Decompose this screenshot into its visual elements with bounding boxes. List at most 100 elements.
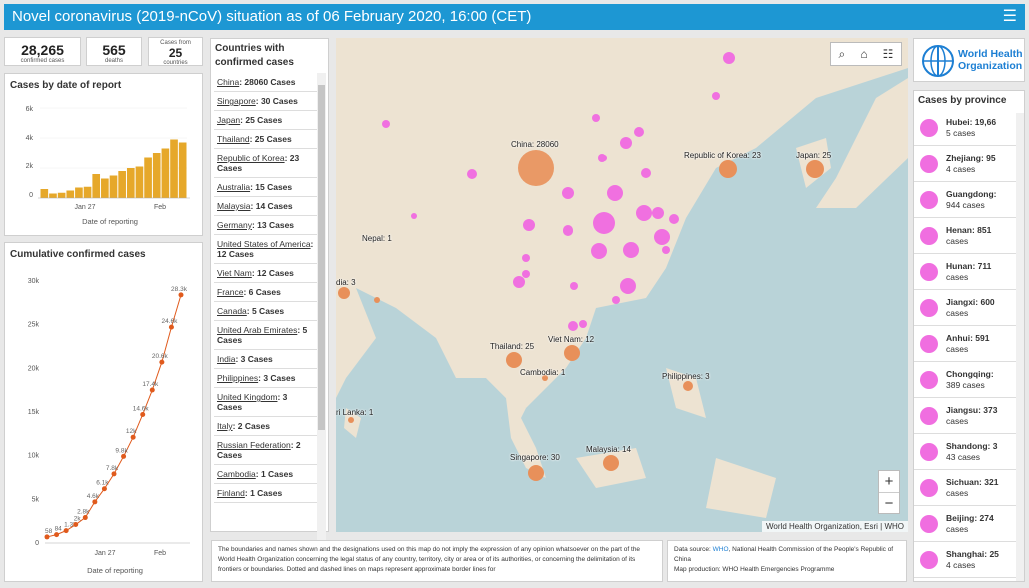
country-item[interactable]: Cambodia: 1 Cases xyxy=(214,465,317,484)
countries-scrollbar[interactable] xyxy=(317,73,326,563)
cumulative-point[interactable] xyxy=(63,528,69,534)
country-name[interactable]: Singapore xyxy=(217,96,256,106)
country-name[interactable]: United Arab Emirates xyxy=(217,325,298,335)
country-name[interactable]: Germany xyxy=(217,220,252,230)
cumulative-point[interactable] xyxy=(140,411,146,417)
cumulative-point[interactable] xyxy=(159,359,165,365)
province-item[interactable]: Guangdong: 944 cases xyxy=(914,182,1024,218)
search-icon[interactable]: ⌕ xyxy=(838,46,846,61)
cumulative-point[interactable] xyxy=(101,486,107,492)
province-item[interactable]: Jiangsu: 373 cases xyxy=(914,398,1024,434)
cumulative-point[interactable] xyxy=(73,522,79,528)
country-item[interactable]: India: 3 Cases xyxy=(214,350,317,369)
provinces-list[interactable]: Hubei: 19,66 5 cases Zhejiang: 95 4 cases Gu… xyxy=(914,110,1024,578)
cumulative-point[interactable] xyxy=(178,292,184,298)
country-name[interactable]: Republic of Korea xyxy=(217,153,285,163)
province-item[interactable]: Hunan: 711 cases xyxy=(914,254,1024,290)
country-name[interactable]: Viet Nam xyxy=(217,268,252,278)
cumulative-point[interactable] xyxy=(149,387,155,393)
daily-bar[interactable] xyxy=(126,168,135,198)
country-count: : 12 Cases xyxy=(217,239,314,259)
province-item[interactable]: Zhejiang: 95 4 cases xyxy=(914,146,1024,182)
country-name[interactable]: Italy xyxy=(217,421,233,431)
province-item[interactable]: Hubei: 19,66 5 cases xyxy=(914,110,1024,146)
daily-bar[interactable] xyxy=(57,192,66,198)
cumulative-point[interactable] xyxy=(111,471,117,477)
daily-bar[interactable] xyxy=(92,174,101,198)
country-name[interactable]: Cambodia xyxy=(217,469,256,479)
country-name[interactable]: China xyxy=(217,77,240,87)
country-name[interactable]: France xyxy=(217,287,244,297)
country-item[interactable]: Finland: 1 Cases xyxy=(214,484,317,503)
cumulative-point[interactable] xyxy=(92,499,98,505)
country-name[interactable]: Canada xyxy=(217,306,247,316)
country-name[interactable]: Finland xyxy=(217,488,245,498)
legend-icon[interactable]: ☷ xyxy=(882,47,894,61)
cumulative-point[interactable] xyxy=(44,534,50,540)
daily-bar[interactable] xyxy=(109,175,118,199)
country-name[interactable]: Malaysia xyxy=(217,201,251,211)
province-item[interactable]: Anhui: 591 cases xyxy=(914,326,1024,362)
daily-bar[interactable] xyxy=(49,193,57,199)
country-item[interactable]: Russian Federation: 2 Cases xyxy=(214,436,317,465)
cumulative-point[interactable] xyxy=(54,532,60,538)
country-item[interactable]: Philippines: 3 Cases xyxy=(214,369,317,388)
province-item[interactable]: Shandong: 3 43 cases xyxy=(914,434,1024,470)
country-item[interactable]: Thailand: 25 Cases xyxy=(214,130,317,149)
country-item[interactable]: United Arab Emirates: 5 Cases xyxy=(214,321,317,350)
daily-bar[interactable] xyxy=(118,171,126,198)
province-item[interactable]: Sichuan: 321 cases xyxy=(914,470,1024,506)
province-cases: 5 cases xyxy=(946,127,976,138)
country-item[interactable]: Republic of Korea: 23 Cases xyxy=(214,149,317,178)
daily-bar[interactable] xyxy=(101,178,109,199)
zoom-in-button[interactable]: + xyxy=(884,473,894,490)
home-icon[interactable]: ⌂ xyxy=(860,47,868,61)
daily-bar[interactable] xyxy=(83,186,92,198)
country-name[interactable]: Russian Federation xyxy=(217,440,291,450)
country-name[interactable]: Australia xyxy=(217,182,251,192)
country-item[interactable]: Viet Nam: 12 Cases xyxy=(214,264,317,283)
country-item[interactable]: Singapore: 30 Cases xyxy=(214,92,317,111)
country-item[interactable]: Germany: 13 Cases xyxy=(214,216,317,235)
province-item[interactable]: Chongqing: 389 cases xyxy=(914,362,1024,398)
daily-bar[interactable] xyxy=(161,148,170,199)
cumulative-point[interactable] xyxy=(82,515,88,521)
country-item[interactable]: United States of America: 12 Cases xyxy=(214,235,317,264)
country-item[interactable]: France: 6 Cases xyxy=(214,283,317,302)
country-item[interactable]: Japan: 25 Cases xyxy=(214,111,317,130)
country-name[interactable]: United States of America xyxy=(217,239,311,249)
country-name[interactable]: Philippines xyxy=(217,373,259,383)
map-label-thailand: Thailand: 25 xyxy=(490,342,535,351)
daily-bar[interactable] xyxy=(135,166,144,199)
country-item[interactable]: Malaysia: 14 Cases xyxy=(214,197,317,216)
daily-bar[interactable] xyxy=(178,142,187,199)
province-item[interactable]: Jiangxi: 600 cases xyxy=(914,290,1024,326)
country-item[interactable]: United Kingdom: 3 Cases xyxy=(214,388,317,417)
daily-bar[interactable] xyxy=(144,157,152,199)
cumulative-point[interactable] xyxy=(121,453,127,459)
province-item[interactable]: Henan: 851 cases xyxy=(914,218,1024,254)
map-view[interactable]: China: 28060 Republic of Korea: 23 Japan… xyxy=(336,38,908,532)
zoom-out-button[interactable]: − xyxy=(879,492,899,514)
province-item[interactable]: Shanghai: 25 4 cases xyxy=(914,542,1024,578)
cumulative-point[interactable] xyxy=(168,324,174,330)
country-item[interactable]: Canada: 5 Cases xyxy=(214,302,317,321)
daily-bar[interactable] xyxy=(75,187,83,199)
countries-list[interactable]: China: 28060 Cases Singapore: 30 Cases Jap… xyxy=(214,73,317,563)
country-item[interactable]: China: 28060 Cases xyxy=(214,73,317,92)
daily-bar[interactable] xyxy=(40,189,49,198)
daily-bar[interactable] xyxy=(152,153,161,198)
province-item[interactable]: Beijing: 274 cases xyxy=(914,506,1024,542)
provinces-scrollbar[interactable] xyxy=(1016,113,1024,581)
daily-bar[interactable] xyxy=(66,190,75,199)
country-item[interactable]: Italy: 2 Cases xyxy=(214,417,317,436)
cumulative-point[interactable] xyxy=(130,434,136,440)
hamburger-icon[interactable]: ☰ xyxy=(1002,8,1017,25)
country-item[interactable]: Australia: 15 Cases xyxy=(214,178,317,197)
daily-bar[interactable] xyxy=(170,139,178,199)
country-name[interactable]: India xyxy=(217,354,236,364)
country-name[interactable]: United Kingdom xyxy=(217,392,278,402)
country-name[interactable]: Thailand xyxy=(217,134,250,144)
data-source-link[interactable]: WHO xyxy=(712,546,729,553)
country-name[interactable]: Japan xyxy=(217,115,241,125)
